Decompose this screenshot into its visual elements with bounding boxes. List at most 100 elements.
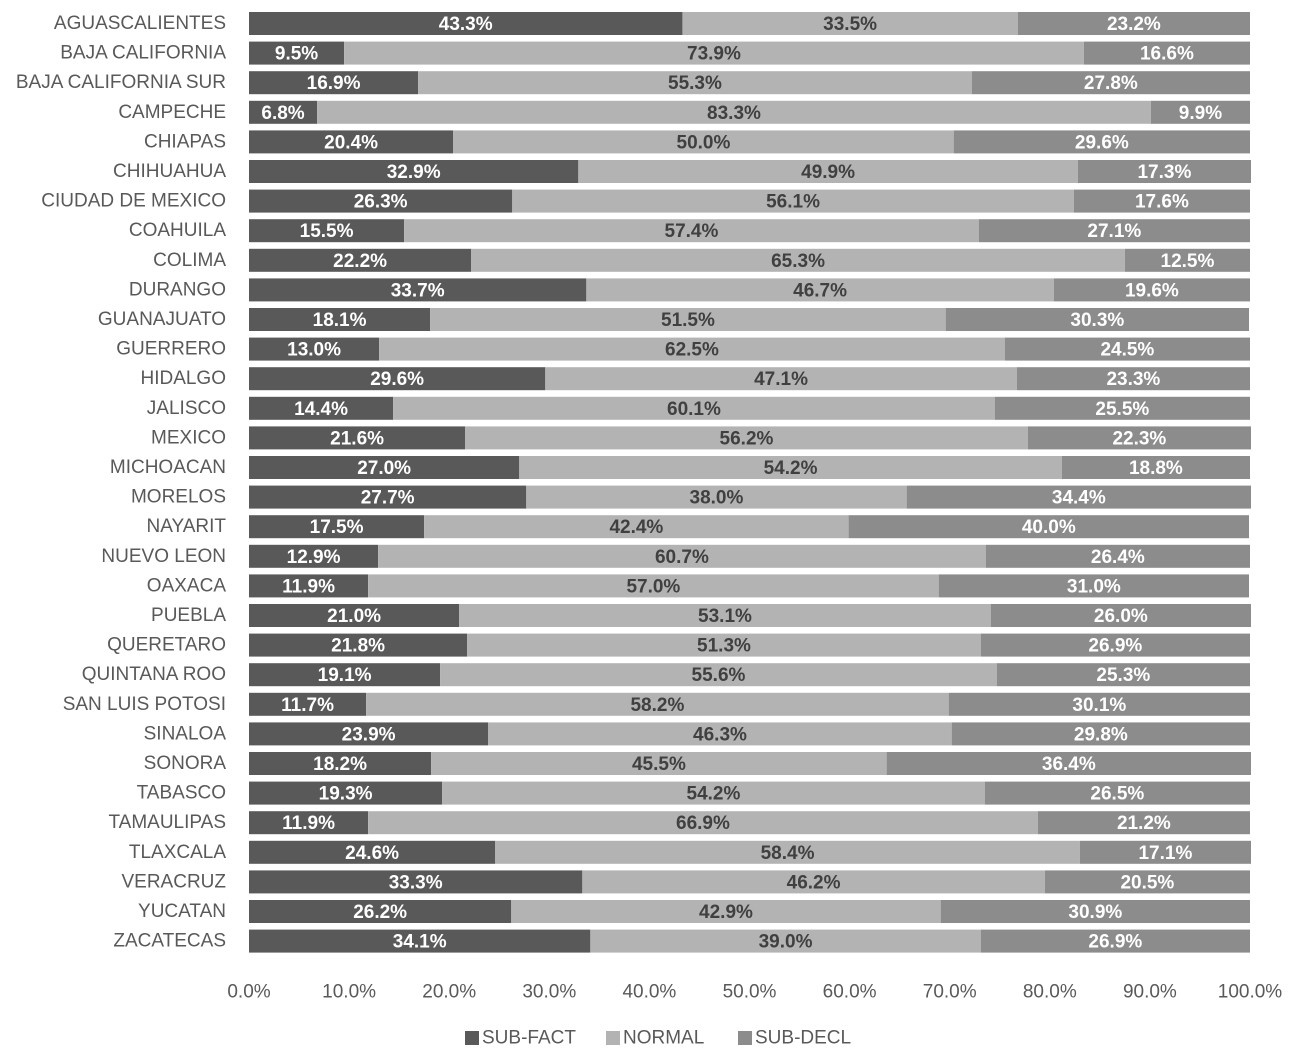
bar-segment-normal bbox=[344, 41, 1084, 65]
category-label: NUEVO LEON bbox=[101, 546, 226, 567]
legend-label: NORMAL bbox=[623, 1028, 704, 1048]
bar-segment-sub-decl bbox=[1053, 278, 1250, 302]
data-label: 55.6% bbox=[692, 665, 746, 686]
data-label: 19.3% bbox=[319, 784, 373, 805]
data-label: 33.5% bbox=[823, 14, 877, 35]
data-label: 24.5% bbox=[1100, 340, 1154, 361]
legend-swatch bbox=[738, 1031, 752, 1045]
data-label: 26.9% bbox=[1088, 636, 1142, 657]
bar-segment-normal bbox=[465, 426, 1028, 450]
bar-segment-normal bbox=[467, 633, 981, 657]
category-label: SAN LUIS POTOSI bbox=[63, 694, 226, 715]
data-label: 62.5% bbox=[665, 340, 719, 361]
data-label: 34.4% bbox=[1052, 488, 1106, 509]
bar-segment-normal bbox=[378, 544, 986, 568]
category-label: BAJA CALIFORNIA bbox=[60, 43, 226, 64]
bar-segment-normal bbox=[590, 929, 981, 953]
bar-segment-normal bbox=[526, 485, 907, 509]
category-label: CHIAPAS bbox=[144, 131, 226, 152]
bar-segment-sub-decl bbox=[848, 515, 1249, 539]
bar-segment-sub-decl bbox=[1027, 426, 1252, 450]
bar-segment-sub-decl bbox=[1083, 41, 1250, 65]
bar-segment-normal bbox=[431, 752, 887, 775]
bar-segment-normal bbox=[424, 515, 849, 539]
data-label: 47.1% bbox=[754, 369, 808, 390]
data-label: 51.5% bbox=[661, 310, 715, 331]
data-label: 65.3% bbox=[771, 251, 825, 272]
bar-segment-sub-fact bbox=[249, 544, 379, 568]
data-label: 29.6% bbox=[1075, 132, 1129, 153]
data-label: 58.4% bbox=[761, 843, 815, 864]
category-label: TAMAULIPAS bbox=[108, 812, 226, 833]
bar-segment-sub-fact bbox=[249, 189, 513, 213]
bar-segment-sub-fact bbox=[249, 515, 425, 539]
bar-segment-normal bbox=[404, 219, 979, 243]
bar-segment-sub-fact bbox=[249, 929, 591, 953]
bar-segment-sub-fact bbox=[249, 752, 432, 775]
data-label: 12.9% bbox=[287, 547, 341, 568]
data-label: 60.1% bbox=[667, 399, 721, 420]
data-label: 46.7% bbox=[793, 280, 847, 301]
bar-segment-normal bbox=[453, 130, 954, 154]
data-label: 57.0% bbox=[626, 576, 680, 597]
bar-segment-sub-decl bbox=[1077, 160, 1252, 183]
bar-segment-sub-decl bbox=[940, 900, 1250, 923]
bar-segment-sub-decl bbox=[1016, 367, 1250, 391]
data-label: 14.4% bbox=[294, 399, 348, 420]
bar-segment-sub-decl bbox=[1061, 456, 1250, 479]
data-label: 30.1% bbox=[1072, 695, 1126, 716]
bar-segment-sub-fact bbox=[249, 840, 496, 864]
category-label: VERACRUZ bbox=[121, 871, 226, 892]
data-label: 33.7% bbox=[391, 280, 445, 301]
bar-segment-sub-decl bbox=[1044, 870, 1250, 894]
data-label: 27.8% bbox=[1084, 73, 1138, 94]
bar-segment-sub-fact bbox=[249, 41, 345, 65]
data-label: 23.9% bbox=[342, 724, 396, 745]
bar-segment-sub-fact bbox=[249, 456, 520, 479]
x-tick-label: 70.0% bbox=[923, 982, 977, 1003]
data-label: 55.3% bbox=[668, 73, 722, 94]
data-label: 40.0% bbox=[1022, 517, 1076, 538]
category-label: COAHUILA bbox=[129, 220, 226, 241]
data-label: 25.5% bbox=[1095, 399, 1149, 420]
data-label: 18.1% bbox=[313, 310, 367, 331]
data-label: 21.8% bbox=[331, 636, 385, 657]
bar-segment-sub-decl bbox=[984, 781, 1250, 805]
data-label: 32.9% bbox=[387, 162, 441, 183]
bar-segment-sub-fact bbox=[249, 396, 394, 420]
category-label: MEXICO bbox=[151, 427, 226, 448]
bar-segment-sub-fact bbox=[249, 485, 527, 509]
data-label: 24.6% bbox=[345, 843, 399, 864]
data-label: 29.8% bbox=[1074, 724, 1128, 745]
bar-segment-sub-fact bbox=[249, 12, 683, 35]
data-label: 13.0% bbox=[287, 340, 341, 361]
data-label: 21.0% bbox=[327, 606, 381, 627]
data-label: 20.5% bbox=[1120, 872, 1174, 893]
bar-segment-sub-decl bbox=[1004, 337, 1250, 361]
bar-segment-sub-fact bbox=[249, 426, 466, 450]
category-label: MORELOS bbox=[131, 487, 226, 508]
data-label: 30.3% bbox=[1070, 310, 1124, 331]
bar-segment-normal bbox=[682, 12, 1018, 35]
data-label: 30.9% bbox=[1068, 902, 1122, 923]
x-tick-label: 20.0% bbox=[422, 982, 476, 1003]
bar-segment-normal bbox=[440, 663, 997, 687]
x-axis: 0.0% 10.0% 20.0% 30.0% 40.0% 50.0% 60.0% 70.0% 8… bbox=[227, 982, 1282, 1003]
category-labels: AGUASCALIENTES BAJA CALIFORNIA BAJA CALIFO… bbox=[16, 13, 227, 952]
x-tick-label: 60.0% bbox=[823, 982, 877, 1003]
category-label: MICHOACAN bbox=[110, 457, 226, 478]
bar-segment-sub-fact bbox=[249, 278, 587, 302]
data-label: 53.1% bbox=[698, 606, 752, 627]
bar-segment-normal bbox=[519, 456, 1062, 479]
data-label: 6.8% bbox=[261, 103, 304, 124]
bar-segment-sub-fact bbox=[249, 900, 512, 923]
data-label: 29.6% bbox=[370, 369, 424, 390]
x-tick-label: 100.0% bbox=[1218, 982, 1283, 1003]
bar-segment-sub-fact bbox=[249, 604, 460, 627]
category-label: PUEBLA bbox=[151, 605, 226, 626]
data-label: 39.0% bbox=[759, 932, 813, 953]
bar-segment-sub-decl bbox=[945, 308, 1249, 331]
bar-segment-normal bbox=[317, 100, 1151, 124]
data-label: 27.7% bbox=[361, 488, 415, 509]
